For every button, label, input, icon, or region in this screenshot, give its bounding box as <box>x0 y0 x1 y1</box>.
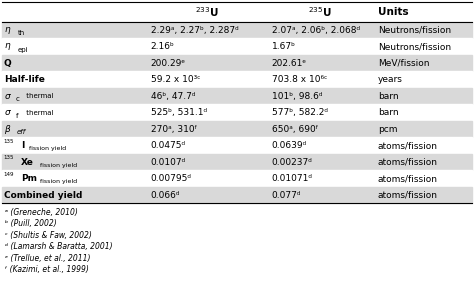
Text: ᶜ (Shultis & Faw, 2002): ᶜ (Shultis & Faw, 2002) <box>5 231 91 240</box>
Bar <box>2 121 472 137</box>
Text: 0.0475ᵈ: 0.0475ᵈ <box>151 141 186 150</box>
Text: Neutrons/fission: Neutrons/fission <box>378 26 451 35</box>
Text: c: c <box>16 96 20 102</box>
Text: 525ᵇ, 531.1ᵈ: 525ᵇ, 531.1ᵈ <box>151 108 207 117</box>
Text: ᵈ (Lamarsh & Baratta, 2001): ᵈ (Lamarsh & Baratta, 2001) <box>5 242 112 251</box>
Text: Neutrons/fission: Neutrons/fission <box>378 42 451 51</box>
Text: $\beta$: $\beta$ <box>4 123 11 136</box>
Text: 577ᵇ, 582.2ᵈ: 577ᵇ, 582.2ᵈ <box>272 108 328 117</box>
Text: atoms/fission: atoms/fission <box>378 141 438 150</box>
Text: 270ᵃ, 310ᶠ: 270ᵃ, 310ᶠ <box>151 125 197 134</box>
Text: 2.16ᵇ: 2.16ᵇ <box>151 42 174 51</box>
Text: atoms/fission: atoms/fission <box>378 158 438 166</box>
Text: 135: 135 <box>4 139 14 143</box>
Text: Combined yield: Combined yield <box>4 191 82 200</box>
Text: 650ᵃ, 690ᶠ: 650ᵃ, 690ᶠ <box>272 125 318 134</box>
Bar <box>2 137 472 154</box>
Bar <box>2 104 472 121</box>
Text: 0.01071ᵈ: 0.01071ᵈ <box>272 174 312 183</box>
Text: 0.0107ᵈ: 0.0107ᵈ <box>151 158 186 166</box>
Text: barn: barn <box>378 92 399 101</box>
Text: $^{235}$U: $^{235}$U <box>308 5 332 19</box>
Text: $\sigma$: $\sigma$ <box>4 108 12 117</box>
Bar <box>2 2 472 22</box>
Text: 0.077ᵈ: 0.077ᵈ <box>272 191 301 200</box>
Text: years: years <box>378 75 402 84</box>
Bar <box>2 22 472 38</box>
Text: 46ᵇ, 47.7ᵈ: 46ᵇ, 47.7ᵈ <box>151 92 195 101</box>
Bar <box>2 154 472 170</box>
Text: Units: Units <box>378 7 409 17</box>
Text: 59.2 x 10³ᶜ: 59.2 x 10³ᶜ <box>151 75 200 84</box>
Text: I: I <box>21 141 24 150</box>
Text: 149: 149 <box>4 172 14 176</box>
Text: $\eta$: $\eta$ <box>4 41 11 52</box>
Text: Q: Q <box>4 59 11 68</box>
Text: ᵇ (Puill, 2002): ᵇ (Puill, 2002) <box>5 219 56 228</box>
Text: thermal: thermal <box>24 110 53 116</box>
Text: eff: eff <box>17 129 27 135</box>
Text: 101ᵇ, 98.6ᵈ: 101ᵇ, 98.6ᵈ <box>272 92 322 101</box>
Text: 0.00795ᵈ: 0.00795ᵈ <box>151 174 191 183</box>
Text: 0.00237ᵈ: 0.00237ᵈ <box>272 158 312 166</box>
Text: fission yield: fission yield <box>27 146 67 151</box>
Text: ᶠ (Kazimi, et al., 1999): ᶠ (Kazimi, et al., 1999) <box>5 265 89 274</box>
Text: ᵉ (Trellue, et al., 2011): ᵉ (Trellue, et al., 2011) <box>5 254 90 262</box>
Text: f: f <box>16 112 18 118</box>
Text: atoms/fission: atoms/fission <box>378 174 438 183</box>
Text: 135: 135 <box>4 155 14 160</box>
Text: th: th <box>18 30 25 36</box>
Bar <box>2 38 472 55</box>
Text: 2.07ᵃ, 2.06ᵇ, 2.068ᵈ: 2.07ᵃ, 2.06ᵇ, 2.068ᵈ <box>272 26 360 35</box>
Text: Pm: Pm <box>21 174 37 183</box>
Text: ᵃ (Greneche, 2010): ᵃ (Greneche, 2010) <box>5 208 78 217</box>
Text: 200.29ᵉ: 200.29ᵉ <box>151 59 186 68</box>
Text: Half-life: Half-life <box>4 75 45 84</box>
Text: 202.61ᵉ: 202.61ᵉ <box>272 59 307 68</box>
Text: $\sigma$: $\sigma$ <box>4 92 12 101</box>
Bar <box>2 170 472 187</box>
Text: Xe: Xe <box>21 158 34 166</box>
Bar <box>2 88 472 104</box>
Text: pcm: pcm <box>378 125 397 134</box>
Text: 0.0639ᵈ: 0.0639ᵈ <box>272 141 307 150</box>
Text: $^{233}$U: $^{233}$U <box>195 5 219 19</box>
Text: atoms/fission: atoms/fission <box>378 191 438 200</box>
Text: epi: epi <box>18 46 28 52</box>
Bar <box>2 55 472 71</box>
Bar <box>2 187 472 203</box>
Text: $\eta$: $\eta$ <box>4 25 11 36</box>
Text: 1.67ᵇ: 1.67ᵇ <box>272 42 296 51</box>
Text: 2.29ᵃ, 2.27ᵇ, 2.287ᵈ: 2.29ᵃ, 2.27ᵇ, 2.287ᵈ <box>151 26 238 35</box>
Text: fission yield: fission yield <box>38 179 78 184</box>
Text: thermal: thermal <box>24 93 53 99</box>
Text: fission yield: fission yield <box>38 163 77 168</box>
Text: barn: barn <box>378 108 399 117</box>
Text: 703.8 x 10⁶ᶜ: 703.8 x 10⁶ᶜ <box>272 75 327 84</box>
Text: 0.066ᵈ: 0.066ᵈ <box>151 191 180 200</box>
Text: MeV/fission: MeV/fission <box>378 59 429 68</box>
Bar <box>2 71 472 88</box>
